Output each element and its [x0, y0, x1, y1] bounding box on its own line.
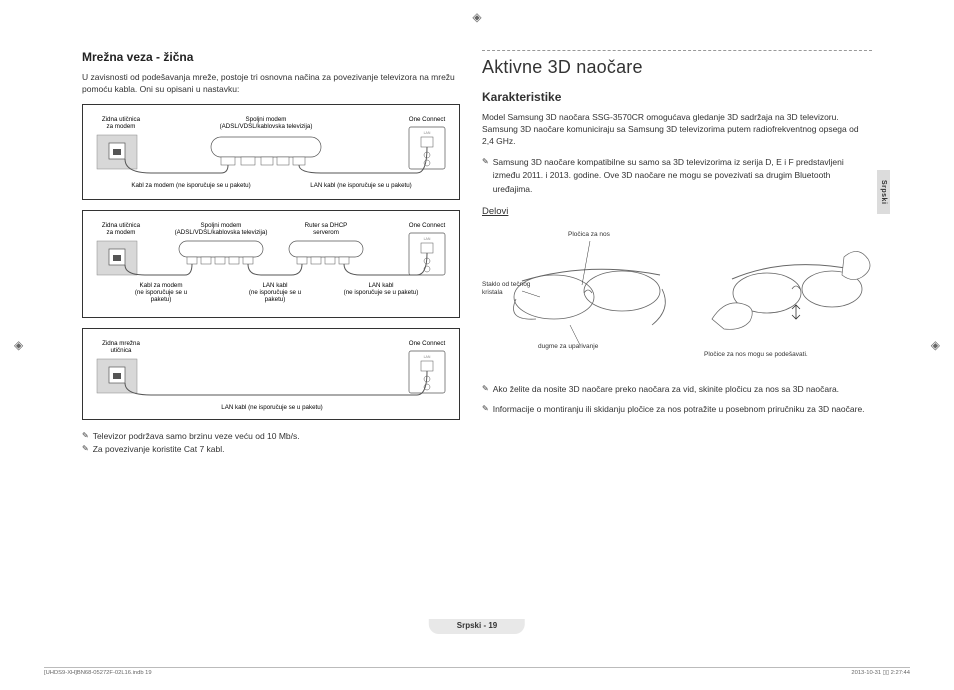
footer-file: [UHDS9-XH]BN68-05272F-02L16.indb 19 — [44, 670, 152, 676]
label-pairing-button: dugme za uparivanje — [538, 343, 598, 350]
note-cable-text: Za povezivanje koristite Cat 7 kabl. — [93, 443, 225, 457]
svg-text:Zidna utičnica: Zidna utičnica — [102, 222, 141, 229]
diagram-wall-lan-oc: Zidna mrežna utičnica One Connect LAN LA… — [82, 328, 460, 420]
section-divider — [482, 50, 872, 51]
svg-text:Zidna mrežna: Zidna mrežna — [102, 340, 140, 347]
svg-text:LAN kabl (ne isporučuje se u p: LAN kabl (ne isporučuje se u paketu) — [221, 404, 322, 411]
left-column: Mrežna veza - žična U zavisnosti od pode… — [82, 50, 460, 457]
heading-wired-network: Mrežna veza - žična — [82, 50, 460, 64]
d1-modem-label2: (ADSL/VDSL/kablovska televizija) — [220, 123, 313, 130]
characteristics-paragraph: Model Samsung 3D naočara SSG-3570CR omog… — [482, 112, 872, 148]
note-remove-nosepiece: ✎ Ako želite da nosite 3D naočare preko … — [482, 383, 872, 397]
svg-text:LAN: LAN — [424, 131, 431, 135]
note-icon: ✎ — [482, 156, 489, 197]
label-nose-piece: Pločica za nos — [568, 231, 610, 238]
note-manual-ref: ✎ Informacije o montiranju ili skidanju … — [482, 403, 872, 417]
d1-wall-label2: za modem — [107, 123, 136, 130]
svg-text:paketu): paketu) — [265, 296, 286, 303]
diagram-wall-modem-oc: Zidna utičnica za modem Spoljni modem (A… — [82, 104, 460, 200]
note-icon: ✎ — [82, 430, 89, 444]
svg-text:LAN kabl: LAN kabl — [368, 282, 393, 289]
svg-text:(ne isporučuje se u: (ne isporučuje se u — [249, 289, 302, 296]
svg-text:(ne isporučuje se u: (ne isporučuje se u — [135, 289, 188, 296]
right-column: Aktivne 3D naočare Karakteristike Model … — [482, 50, 872, 417]
footer-timestamp: 2013-10-31 ▯▯ 2:27:44 — [851, 670, 910, 676]
page-content: Mrežna veza - žična U zavisnosti od pode… — [82, 50, 872, 640]
svg-text:paketu): paketu) — [151, 296, 172, 303]
compat-note: ✎ Samsung 3D naočare kompatibilne su sam… — [482, 156, 872, 197]
svg-text:One Connect: One Connect — [409, 222, 446, 229]
note-icon: ✎ — [482, 383, 489, 397]
d1-caption-left: Kabl za modem (ne isporučuje se u paketu… — [131, 182, 250, 189]
section-title-3d-glasses: Aktivne 3D naočare — [482, 57, 872, 78]
diagram2-svg: Zidna utičnica za modem Spoljni modem (A… — [91, 219, 453, 309]
label-nose-adjustable: Pločice za nos mogu se podešavati. — [704, 351, 808, 358]
diagram1-svg: Zidna utičnica za modem Spoljni modem (A… — [91, 113, 453, 191]
d1-oc-label: One Connect — [409, 116, 446, 123]
note-icon: ✎ — [482, 403, 489, 417]
svg-text:serverom: serverom — [313, 229, 339, 236]
note-speed: ✎ Televizor podržava samo brzinu veze ve… — [82, 430, 460, 444]
d1-wall-label1: Zidna utičnica — [102, 116, 141, 123]
intro-paragraph: U zavisnosti od podešavanja mreže, posto… — [82, 72, 460, 96]
compat-note-text: Samsung 3D naočare kompatibilne su samo … — [493, 156, 872, 197]
svg-text:Ruter sa DHCP: Ruter sa DHCP — [305, 222, 348, 229]
glasses-svg — [482, 223, 872, 373]
registration-mark-right: ◈ — [931, 338, 940, 352]
registration-mark-left: ◈ — [14, 338, 23, 352]
note-icon: ✎ — [82, 443, 89, 457]
svg-text:Spoljni modem: Spoljni modem — [201, 222, 242, 229]
svg-text:utičnica: utičnica — [111, 347, 133, 354]
svg-text:za modem: za modem — [107, 229, 136, 236]
svg-text:One Connect: One Connect — [409, 340, 446, 347]
svg-text:LAN kabl: LAN kabl — [262, 282, 287, 289]
glasses-diagram: Pločica za nos Staklo od tečnogkristala … — [482, 223, 872, 373]
note-manual-text: Informacije o montiranju ili skidanju pl… — [493, 403, 865, 417]
note-remove-text: Ako želite da nosite 3D naočare preko na… — [493, 383, 839, 397]
heading-characteristics: Karakteristike — [482, 90, 872, 104]
d1-modem-label1: Spoljni modem — [246, 116, 287, 123]
note-cable: ✎ Za povezivanje koristite Cat 7 kabl. — [82, 443, 460, 457]
d1-caption-right: LAN kabl (ne isporučuje se u paketu) — [310, 182, 411, 189]
footer-metadata: [UHDS9-XH]BN68-05272F-02L16.indb 19 2013… — [44, 667, 910, 676]
svg-text:(ADSL/VDSL/kablovska televizij: (ADSL/VDSL/kablovska televizija) — [175, 229, 268, 236]
heading-parts: Delovi — [482, 206, 872, 217]
svg-text:(ne isporučuje se u paketu): (ne isporučuje se u paketu) — [344, 289, 419, 296]
svg-text:LAN: LAN — [424, 355, 431, 359]
registration-mark-top: ◈ — [472, 10, 481, 24]
diagram3-svg: Zidna mrežna utičnica One Connect LAN LA… — [91, 337, 453, 411]
label-lcd-lens: Staklo od tečnogkristala — [482, 281, 532, 295]
note-speed-text: Televizor podržava samo brzinu veze veću… — [93, 430, 300, 444]
diagram-wall-modem-router-oc: Zidna utičnica za modem Spoljni modem (A… — [82, 210, 460, 318]
svg-text:LAN: LAN — [424, 237, 431, 241]
page-number: Srpski - 19 — [429, 619, 525, 634]
svg-text:Kabl za modem: Kabl za modem — [140, 282, 183, 289]
language-tab: Srpski — [877, 170, 890, 214]
